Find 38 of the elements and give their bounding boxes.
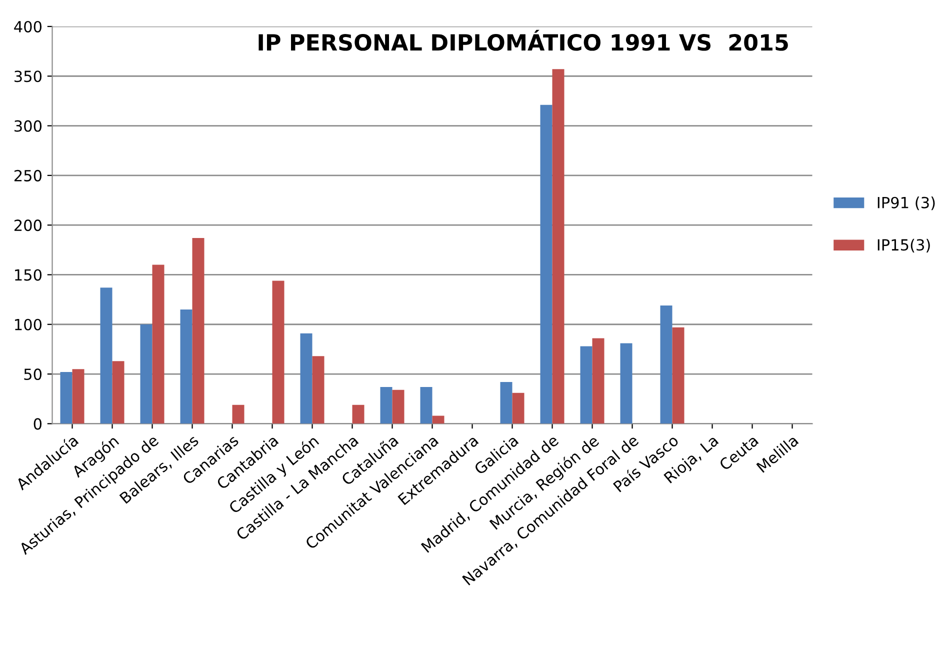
bar — [192, 238, 204, 424]
bar — [540, 104, 552, 424]
bar — [100, 288, 112, 424]
bar — [352, 404, 364, 424]
bar — [620, 343, 632, 424]
legend-label: IP91 (3) — [878, 196, 935, 210]
bar — [420, 386, 432, 424]
bar — [312, 356, 324, 424]
chart-title: IP PERSONAL DIPLOMÁTICO 1991 VS 2015 — [258, 30, 788, 51]
bar — [112, 361, 124, 424]
y-tick-label: 100 — [15, 318, 42, 330]
y-tick-label: 200 — [14, 220, 42, 232]
y-tick-label: 350 — [14, 70, 42, 82]
bar — [72, 369, 84, 424]
bar — [180, 309, 192, 424]
bar — [512, 392, 524, 424]
bar — [432, 416, 444, 424]
bar — [660, 306, 672, 424]
bar — [392, 390, 404, 424]
y-tick-label: 250 — [14, 170, 42, 182]
bar — [140, 324, 152, 424]
bar — [232, 404, 244, 424]
bar — [60, 372, 72, 424]
bar — [500, 382, 512, 424]
bar — [580, 346, 592, 424]
bar — [592, 338, 604, 424]
y-tick-label: 0 — [34, 418, 42, 430]
y-tick-label: 400 — [14, 20, 42, 32]
bar — [272, 280, 284, 424]
bar — [672, 327, 684, 424]
bar — [552, 69, 564, 424]
y-tick-label: 300 — [14, 120, 42, 132]
bar — [380, 386, 392, 424]
y-tick-label: 150 — [15, 269, 42, 281]
y-tick-label: 50 — [24, 368, 42, 380]
legend-label: IP15(3) — [878, 238, 930, 252]
bar — [152, 264, 164, 424]
bar — [300, 333, 312, 424]
